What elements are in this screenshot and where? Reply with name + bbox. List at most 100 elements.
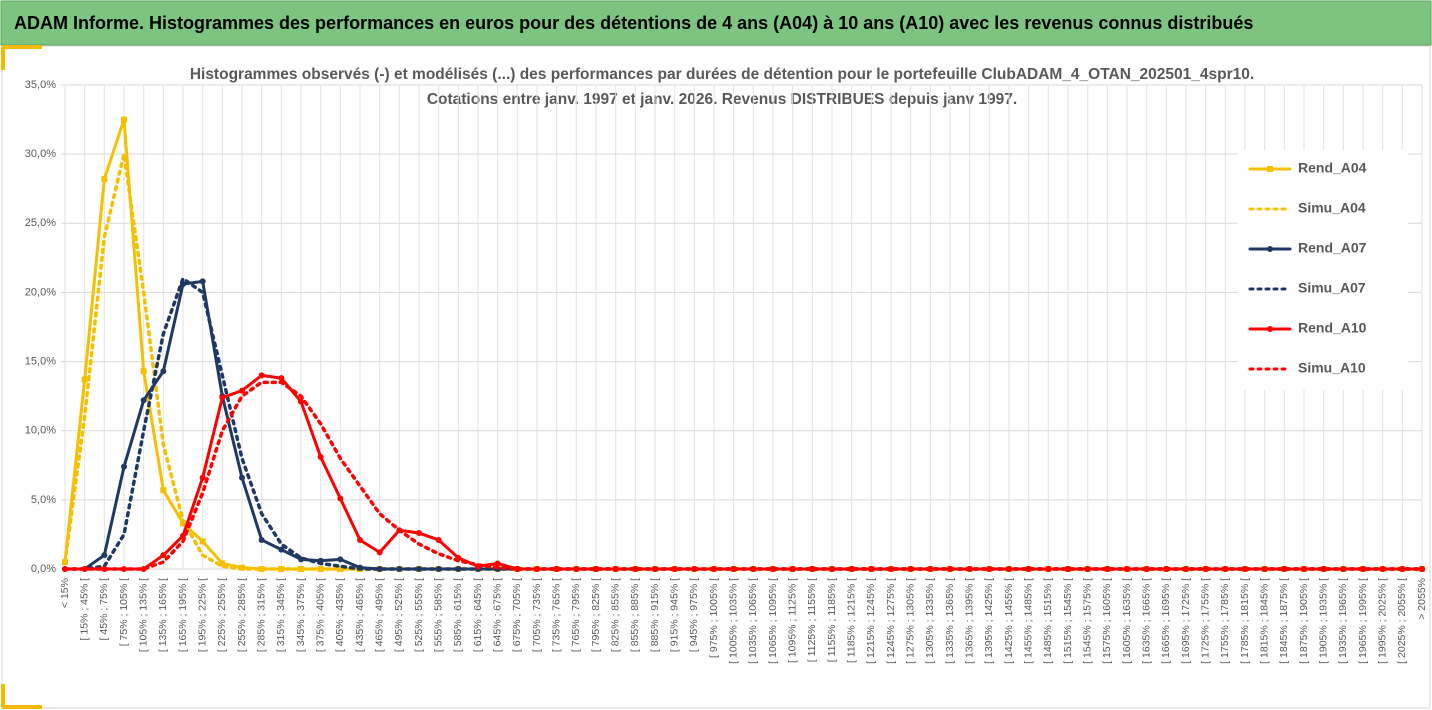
y-tick-label: 30,0% — [25, 148, 56, 160]
x-tick-label: [ 1935% ; 1965% [ — [1337, 578, 1349, 664]
marker — [199, 474, 206, 481]
x-tick-label: [ 1005% ; 1035% [ — [727, 578, 739, 664]
marker — [160, 487, 167, 494]
marker — [239, 474, 245, 481]
x-tick-label: [ 1305% ; 1335% [ — [924, 578, 936, 664]
x-tick-label: [ 1965% ; 1995% [ — [1357, 578, 1369, 664]
x-tick-label: [ 225% ; 255% [ — [216, 578, 228, 652]
x-tick-label: [ 1665% ; 1695% [ — [1160, 578, 1172, 664]
x-tick-label: [ 765% ; 795% [ — [570, 578, 582, 652]
marker — [337, 495, 344, 502]
y-tick-label: 5,0% — [31, 494, 56, 506]
marker — [337, 556, 344, 563]
x-tick-label: [ 1455% ; 1485% [ — [1022, 578, 1034, 664]
marker — [298, 566, 304, 572]
marker — [101, 552, 108, 559]
x-tick-label: < 15% — [59, 578, 71, 608]
y-tick-label: 25,0% — [25, 217, 56, 229]
legend-label: Simu_A04 — [1298, 200, 1366, 216]
banner-title: ADAM Informe. Histogrammes des performan… — [14, 13, 1253, 33]
x-tick-label: [ 75% ; 105% [ — [118, 578, 130, 646]
y-tick-label: 35,0% — [25, 79, 56, 91]
x-tick-label: [ 105% ; 135% [ — [137, 578, 149, 652]
x-tick-label: [ 255% ; 285% [ — [236, 578, 248, 652]
marker — [160, 368, 167, 375]
x-tick-label: [ 1215% ; 1245% [ — [865, 578, 877, 664]
x-tick-label: [ 135% ; 165% [ — [157, 578, 169, 652]
x-tick-label: [ 2025% ; 2055% [ — [1396, 578, 1408, 664]
x-tick-label: [ 915% ; 945% [ — [668, 578, 680, 652]
banner — [0, 0, 1432, 46]
marker — [1419, 566, 1425, 572]
chart-title: Histogrammes observés (-) et modélisés (… — [190, 66, 1254, 83]
x-tick-label: [ 435% ; 465% [ — [354, 578, 366, 652]
x-tick-label: [ 195% ; 225% [ — [196, 578, 208, 652]
marker — [337, 566, 344, 572]
marker — [258, 536, 265, 543]
series-line — [63, 380, 1424, 571]
marker — [258, 372, 265, 379]
x-tick-label: [ 555% ; 585% [ — [432, 578, 444, 652]
x-tick-label: [ 825% ; 855% [ — [609, 578, 621, 652]
chart-frame — [1, 45, 1431, 709]
x-tick-label: [ 1365% ; 1395% [ — [963, 578, 975, 664]
x-tick-label: [ 1335% ; 1365% [ — [944, 578, 956, 664]
x-tick-label: [ 465% ; 495% [ — [373, 578, 385, 652]
marker — [376, 549, 383, 556]
marker — [239, 387, 245, 394]
marker — [1065, 566, 1071, 572]
x-tick-label: [ 675% ; 705% [ — [511, 578, 523, 652]
x-tick-label: [ 855% ; 885% [ — [629, 578, 641, 652]
y-tick-label: 20,0% — [25, 286, 56, 298]
x-tick-label: [ 705% ; 735% [ — [531, 578, 543, 652]
legend-marker — [1267, 326, 1273, 332]
legend: Rend_A04 Simu_A04 Rend_A07 Simu_A07 Rend_A10… — [1238, 150, 1408, 390]
x-tick-label: [ 1995% ; 2025% [ — [1376, 578, 1388, 664]
marker — [219, 394, 226, 401]
x-tick-label: [ 1095% ; 1125% [ — [786, 578, 798, 663]
legend-marker — [1267, 166, 1273, 172]
x-tick-label: [ 1575% ; 1605% [ — [1101, 578, 1113, 664]
y-tick-label: 10,0% — [25, 425, 56, 437]
marker — [121, 463, 127, 470]
x-tick-label: [ 1785% ; 1815% [ — [1239, 578, 1251, 664]
marker — [140, 397, 147, 404]
legend-label: Simu_A10 — [1298, 360, 1366, 376]
x-tick-label: [ 525% ; 555% [ — [413, 578, 425, 652]
x-tick-label: [ 1125% ; 1155% [ — [806, 578, 818, 662]
legend-label: Rend_A04 — [1298, 160, 1367, 176]
legend-label: Rend_A07 — [1298, 240, 1367, 256]
marker — [416, 530, 422, 537]
x-tick-label: [ 15% ; 45% [ — [78, 578, 90, 641]
marker — [199, 538, 206, 545]
corner-accent — [1, 45, 42, 709]
grid: < 15% [ 15% ; 45% [[ 45% ; 75% [[ 75% ; 1… — [25, 79, 1428, 664]
marker — [494, 560, 501, 567]
legend-label: Rend_A10 — [1298, 320, 1367, 336]
x-tick-label: > 2055% — [1416, 578, 1428, 620]
x-tick-label: [ 495% ; 525% [ — [393, 578, 405, 652]
marker — [160, 552, 167, 559]
x-tick-label: [ 1065% ; 1095% [ — [767, 578, 779, 664]
x-tick-label: [ 1185% ; 1215% [ — [845, 578, 857, 663]
x-tick-label: [ 1755% ; 1785% [ — [1219, 578, 1231, 664]
x-tick-label: [ 885% ; 915% [ — [649, 578, 661, 652]
marker — [317, 453, 324, 460]
marker — [593, 566, 599, 572]
x-tick-label: [ 1725% ; 1755% [ — [1199, 578, 1211, 664]
x-tick-label: [ 315% ; 345% [ — [275, 578, 287, 652]
x-tick-label: [ 1845% ; 1875% [ — [1278, 578, 1290, 664]
x-tick-label: [ 945% ; 975% [ — [688, 578, 700, 652]
x-tick-label: [ 405% ; 435% [ — [334, 578, 346, 652]
marker — [278, 546, 285, 553]
marker — [278, 375, 285, 382]
x-tick-label: [ 1905% ; 1935% [ — [1317, 578, 1329, 664]
x-tick-label: [ 1425% ; 1455% [ — [1003, 578, 1015, 664]
x-tick-label: [ 1605% ; 1635% [ — [1121, 578, 1133, 664]
marker — [121, 116, 127, 123]
marker — [101, 176, 108, 183]
x-tick-label: [ 375% ; 405% [ — [314, 578, 326, 652]
x-tick-label: [ 645% ; 675% [ — [491, 578, 503, 652]
x-tick-label: [ 1485% ; 1515% [ — [1042, 578, 1054, 664]
marker — [81, 376, 88, 383]
